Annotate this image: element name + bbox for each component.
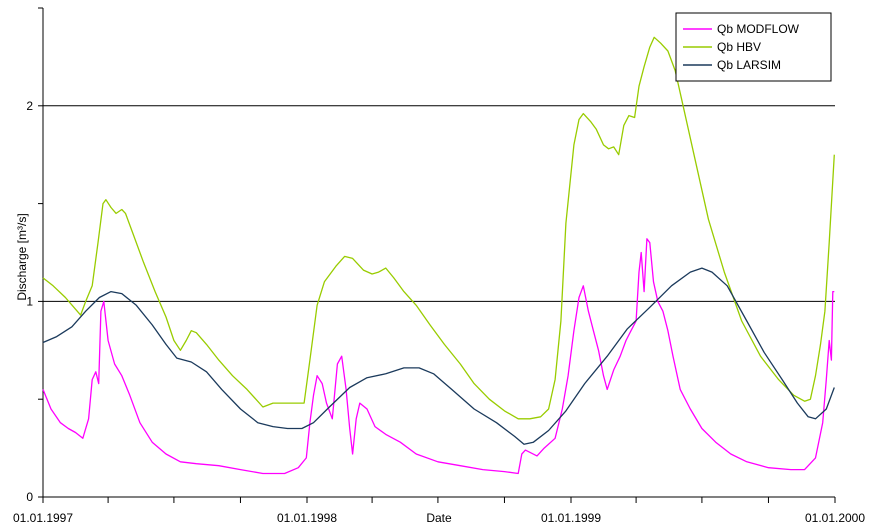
y-tick-label: 1 — [26, 294, 33, 308]
x-tick-label: 01.01.2000 — [805, 511, 865, 525]
x-tick-label: 01.01.1997 — [13, 511, 73, 525]
y-ticks: 0 1 2 — [26, 7, 43, 504]
x-axis-title: Date — [426, 511, 452, 525]
legend: Qb MODFLOW Qb HBV Qb LARSIM — [675, 12, 832, 82]
x-tick-label: 01.01.1998 — [277, 511, 337, 525]
legend-label: Qb MODFLOW — [717, 22, 800, 36]
y-tick-label: 2 — [26, 99, 33, 113]
series-line-qb-modflow — [42, 238, 835, 475]
gridlines — [43, 105, 835, 302]
y-axis-title: Discharge [m³/s] — [15, 213, 29, 300]
axes — [42, 8, 835, 498]
y-tick-label: 0 — [26, 490, 33, 504]
series-line-qb-larsim — [42, 267, 835, 445]
legend-label: Qb HBV — [717, 40, 761, 54]
x-ticks: 01.01.1997 01.01.1998 01.01.1999 01.01.2000 — [13, 497, 865, 525]
series-line-qb-hbv — [42, 36, 835, 420]
x-tick-label: 01.01.1999 — [541, 511, 601, 525]
series-lines — [42, 36, 835, 475]
legend-label: Qb LARSIM — [717, 58, 781, 72]
